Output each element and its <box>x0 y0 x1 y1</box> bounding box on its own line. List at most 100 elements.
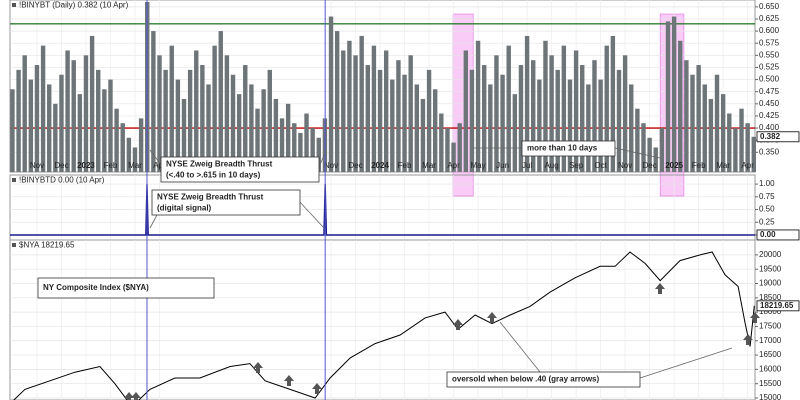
oversold-arrow <box>253 362 263 373</box>
bar <box>549 55 554 173</box>
y-tick-label: 0.600 <box>759 26 780 35</box>
y-tick-label: 19500 <box>759 264 782 273</box>
y-tick-label: 0.400 <box>759 123 780 132</box>
annotation-text: (<.40 to >.615 in 10 days) <box>166 171 261 180</box>
bar <box>647 137 652 172</box>
bar <box>604 45 609 172</box>
bar <box>635 108 640 172</box>
bar <box>414 84 420 172</box>
y-tick-label: 0.650 <box>759 2 780 11</box>
bar <box>77 94 83 172</box>
bar <box>334 31 340 172</box>
x-tick-label: Dec <box>54 161 68 170</box>
x-tick-label: Aug <box>544 161 558 170</box>
bar <box>187 69 193 172</box>
annotation-box <box>151 189 301 216</box>
bar <box>47 84 52 172</box>
bar <box>212 45 217 172</box>
bar <box>273 98 279 172</box>
bar <box>126 137 132 172</box>
bar <box>512 94 518 172</box>
bar <box>371 45 377 172</box>
oversold-arrow <box>312 383 322 394</box>
bar <box>22 55 27 173</box>
x-tick-label: 2025 <box>665 161 683 170</box>
panel-frame <box>9 0 756 173</box>
x-tick-label: Mar <box>716 161 730 170</box>
bar <box>96 69 101 172</box>
bar <box>586 84 591 172</box>
y-tick-label: 0.550 <box>759 50 780 59</box>
bar <box>230 74 236 172</box>
panel-title: $NYA 18219.65 <box>19 241 75 250</box>
x-tick-label: Feb <box>104 161 118 170</box>
bar <box>733 128 738 172</box>
bar <box>445 128 450 172</box>
bar <box>341 50 346 172</box>
series-line <box>13 251 755 400</box>
bar <box>463 50 469 172</box>
panel-title: !BINYBT (Daily) 0.382 (10 Apr) <box>19 1 129 10</box>
bar <box>402 74 407 172</box>
bar <box>439 113 444 172</box>
bar <box>408 55 413 173</box>
oversold-arrow <box>453 319 463 330</box>
bar <box>573 50 579 172</box>
bar <box>194 50 199 172</box>
bar <box>16 69 21 172</box>
bar <box>702 84 707 172</box>
bar <box>671 16 677 172</box>
oversold-arrow <box>284 375 294 386</box>
bar <box>488 84 493 172</box>
x-tick-label: Jun <box>496 161 509 170</box>
y-tick-label: 0.425 <box>759 111 780 120</box>
bar <box>218 31 223 172</box>
last-value-label: 18219.65 <box>760 301 794 310</box>
bar <box>10 89 15 172</box>
x-tick-label: Dec <box>643 161 657 170</box>
bar <box>261 89 266 172</box>
bar <box>206 84 211 172</box>
y-tick-label: 0.500 <box>759 75 780 84</box>
annotation-text: NYSE Zweig Breadth Thrust <box>157 193 264 202</box>
bar <box>543 40 548 173</box>
bar <box>353 55 358 173</box>
bar <box>347 40 352 173</box>
y-tick-label: 0.450 <box>759 99 780 108</box>
bar <box>304 113 309 172</box>
bar <box>292 123 297 172</box>
bar <box>200 65 205 172</box>
bar <box>457 123 462 172</box>
annotation-box <box>521 140 616 157</box>
last-value-box <box>756 300 800 312</box>
bar <box>518 65 524 172</box>
x-tick-label: Mar <box>128 161 142 170</box>
bar <box>475 40 481 173</box>
bar <box>696 65 701 172</box>
bar <box>181 98 187 172</box>
y-tick-label: 17500 <box>759 322 782 331</box>
y-tick-label: 1.00 <box>759 179 775 188</box>
bar <box>279 118 285 172</box>
series-line <box>10 184 755 236</box>
bar <box>739 108 744 172</box>
bar <box>249 84 254 172</box>
bar <box>298 132 303 172</box>
bar <box>89 35 95 172</box>
bar <box>120 123 125 172</box>
bar <box>65 50 70 172</box>
annotation-box <box>446 371 641 388</box>
bar <box>365 65 370 172</box>
bar <box>138 118 144 172</box>
annotation-text: oversold when below .40 (gray arrows) <box>452 375 599 384</box>
bar <box>59 74 64 172</box>
y-tick-label: 15000 <box>759 393 782 400</box>
bar <box>390 79 395 172</box>
last-value-label: 0.00 <box>760 230 776 239</box>
bar <box>426 69 432 172</box>
x-tick-label: May <box>471 161 486 170</box>
bar <box>71 60 76 172</box>
x-tick-label: Apr <box>447 161 460 170</box>
panel-title-icon <box>12 178 16 182</box>
